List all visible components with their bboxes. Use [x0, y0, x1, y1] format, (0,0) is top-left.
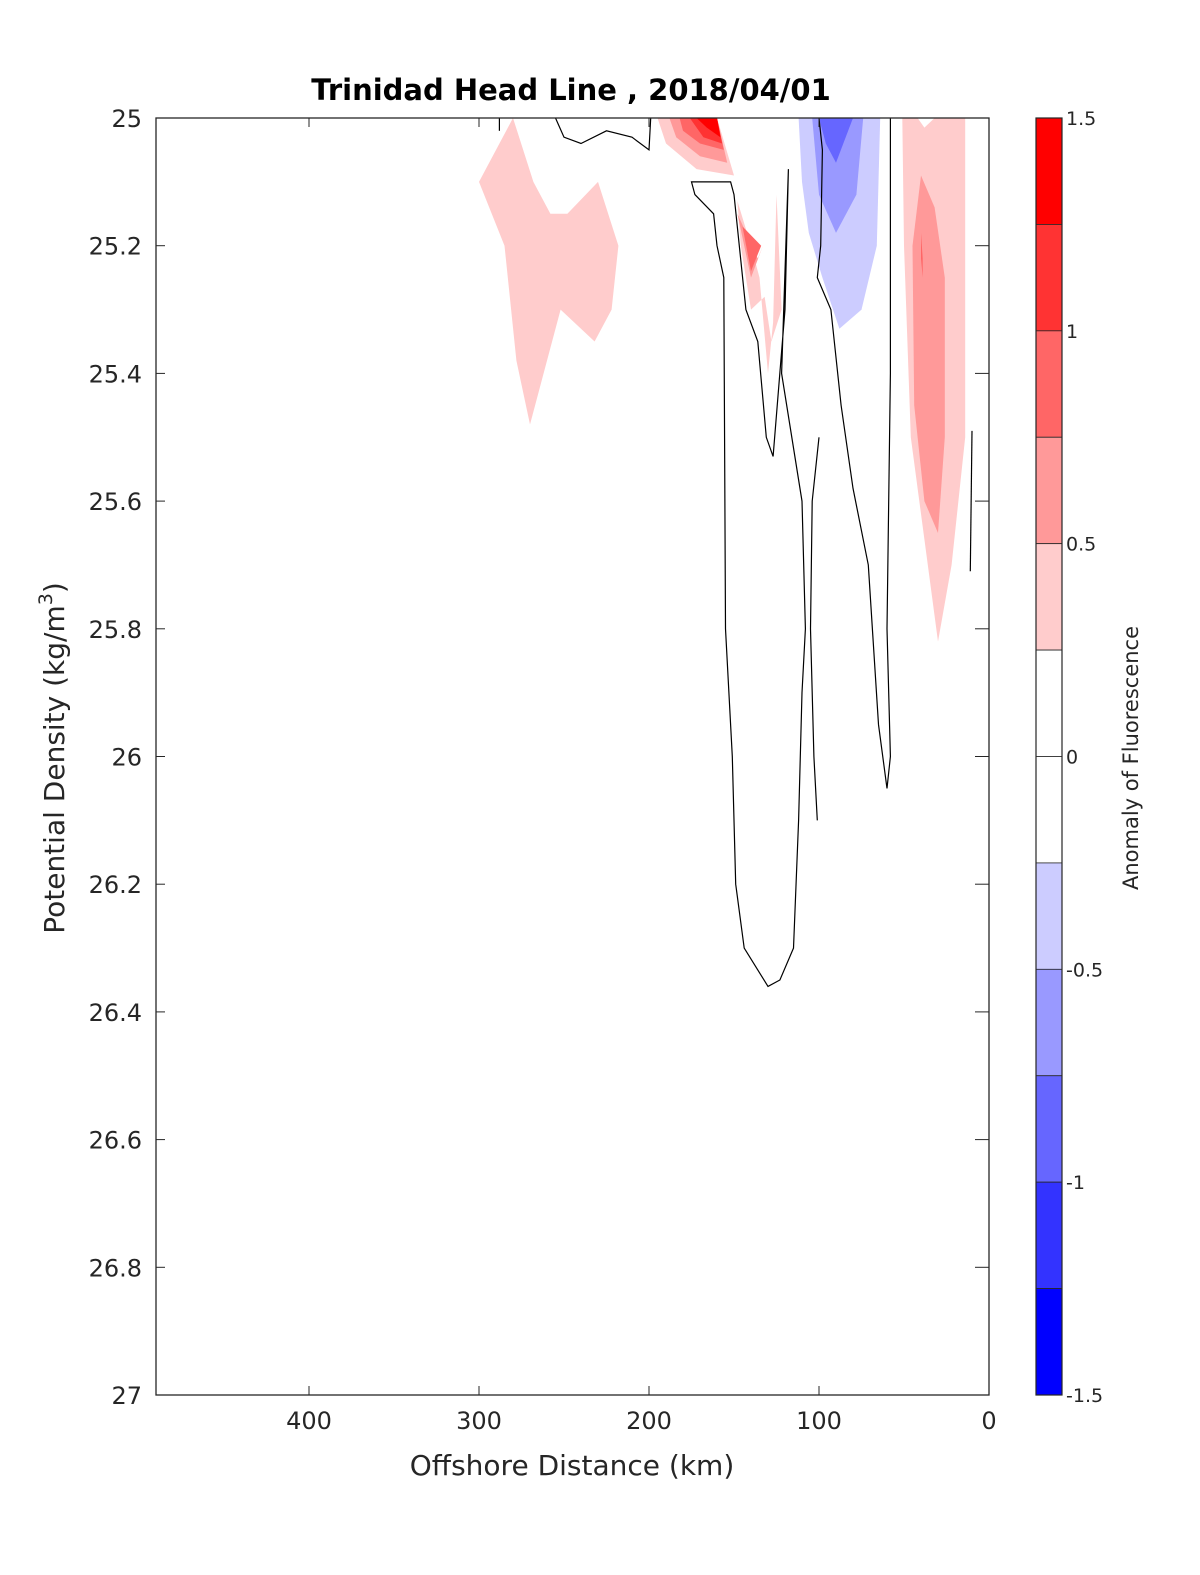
- colorbar-label: Anomaly of Fluorescence: [1119, 626, 1143, 890]
- anomaly-patch-offshore-pos: [479, 118, 619, 425]
- filled-contour-regions: [479, 118, 966, 642]
- colorbar-band: [1035, 649, 1063, 757]
- colorbar-band: [1035, 1288, 1063, 1396]
- y-tick-label: 26.6: [89, 1127, 142, 1155]
- y-tick-label: 26.2: [89, 871, 142, 899]
- y-tick-label: 26: [111, 744, 142, 772]
- colorbar-tick-label: -0.5: [1066, 959, 1103, 981]
- colorbar-band: [1035, 543, 1063, 651]
- zero-contour-top-wavy: [554, 118, 652, 152]
- zero-contour-lines: [498, 118, 973, 988]
- colorbar-band: [1035, 224, 1063, 332]
- x-axis-label: Offshore Distance (km): [410, 1449, 735, 1482]
- x-axis: 400 300 200 100 0: [286, 118, 997, 1435]
- anomaly-patch-100km-neg-3: [819, 118, 853, 163]
- anomaly-patch-200km-pos-5: [696, 118, 721, 138]
- anomaly-patch-coastal-pos-3: [921, 232, 923, 278]
- y-axis-label-superscript: 3: [35, 593, 57, 605]
- zero-contour-right-tongue: [816, 118, 892, 789]
- colorbar-band: [1035, 1075, 1063, 1183]
- colorbar-tick-label: -1.5: [1066, 1385, 1103, 1407]
- colorbar-tick-label: 1.5: [1066, 108, 1096, 130]
- y-tick-label: 27: [111, 1382, 142, 1410]
- zero-contour-coastal-line: [969, 430, 973, 572]
- x-tick-label: 200: [626, 1407, 672, 1435]
- anomaly-patch-100km-neg-2: [812, 118, 864, 233]
- colorbar-band: [1035, 330, 1063, 438]
- anomaly-patch-140km-pos-3: [742, 226, 762, 272]
- y-axis-label-text: Potential Density (kg/m: [38, 605, 71, 934]
- zero-contour-mid-band: [809, 437, 820, 821]
- y-tick-label: 25.8: [89, 616, 142, 644]
- x-tick-label: 100: [796, 1407, 842, 1435]
- colorbar-tick-label: 0.5: [1066, 534, 1096, 556]
- colorbar-band: [1035, 117, 1063, 225]
- colorbar-frame: [1035, 117, 1063, 1396]
- x-tick-label: 0: [981, 1407, 996, 1435]
- y-tick-label: 26.4: [89, 999, 142, 1027]
- colorbar-band: [1035, 436, 1063, 545]
- colorbar: 1.5 1 0.5 0 -0.5 -1 -1.5 Anomaly of Fluorescen…: [1035, 108, 1143, 1407]
- x-tick-label: 300: [456, 1407, 502, 1435]
- colorbar-tick-label: 1: [1066, 321, 1078, 343]
- colorbar-band: [1035, 968, 1063, 1077]
- colorbar-band: [1035, 756, 1063, 864]
- colorbar-tick-label: -1: [1066, 1172, 1085, 1194]
- colorbar-band: [1035, 862, 1063, 970]
- y-tick-label: 25.4: [89, 360, 142, 388]
- colorbar-band: [1035, 1181, 1063, 1289]
- anomaly-patch-coastal-pos-2: [912, 175, 945, 533]
- chart-title: Trinidad Head Line , 2018/04/01: [311, 73, 831, 107]
- y-tick-label: 25.2: [89, 233, 142, 261]
- colorbar-tick-label: 0: [1066, 747, 1078, 769]
- y-axis: 25 25.2 25.4 25.6 25.8 26 26.2 26.4 26.6 26.8 27: [89, 105, 989, 1410]
- plot-area: 400 300 200 100 0 25 25.2 25.4 25.6 25.8 26 26.2 26…: [89, 105, 997, 1435]
- y-tick-label: 25: [111, 105, 142, 133]
- y-axis-label: Potential Density (kg/m3): [35, 582, 71, 934]
- zero-contour-center-tongue: [690, 169, 807, 988]
- colorbar-ticks: 1.5 1 0.5 0 -0.5 -1 -1.5: [1066, 108, 1103, 1407]
- y-axis-label-suffix: ): [38, 582, 71, 593]
- colorbar-bands: [1035, 117, 1063, 1396]
- x-tick-label: 400: [286, 1407, 332, 1435]
- plot-background: [156, 118, 989, 1395]
- y-tick-label: 25.6: [89, 488, 142, 516]
- y-tick-label: 26.8: [89, 1254, 142, 1282]
